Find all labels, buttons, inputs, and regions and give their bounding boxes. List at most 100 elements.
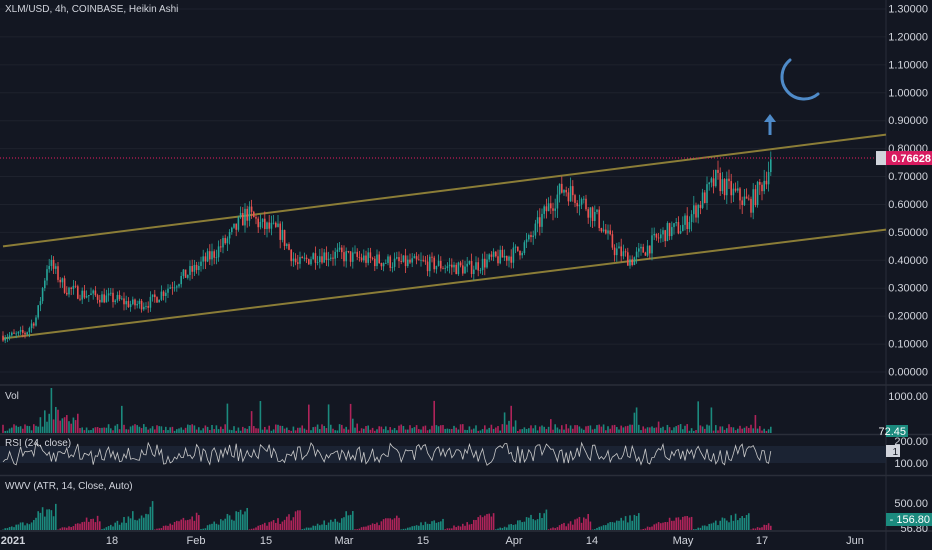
candle[interactable] <box>264 218 266 229</box>
candle[interactable] <box>325 252 328 260</box>
candle[interactable] <box>398 257 400 262</box>
candle[interactable] <box>8 335 11 338</box>
candle[interactable] <box>640 246 642 249</box>
candle[interactable] <box>572 186 574 196</box>
candle[interactable] <box>644 252 647 256</box>
candle[interactable] <box>90 293 92 296</box>
candle[interactable] <box>2 335 4 341</box>
candle[interactable] <box>275 222 277 227</box>
candle[interactable] <box>374 258 376 267</box>
candle[interactable] <box>136 304 138 306</box>
candle[interactable] <box>268 222 270 229</box>
candle[interactable] <box>761 184 763 192</box>
candle[interactable] <box>594 211 596 222</box>
candle[interactable] <box>393 258 396 267</box>
candle[interactable] <box>701 192 704 208</box>
candle[interactable] <box>473 269 475 274</box>
candle[interactable] <box>217 246 220 258</box>
candle[interactable] <box>270 222 273 229</box>
candle[interactable] <box>226 238 229 244</box>
current-price-tag[interactable] <box>886 151 932 166</box>
candle[interactable] <box>198 266 200 271</box>
candle[interactable] <box>675 222 677 224</box>
candle[interactable] <box>92 290 94 294</box>
candle[interactable] <box>492 251 495 257</box>
candle[interactable] <box>488 254 490 260</box>
candle[interactable] <box>517 246 519 251</box>
candle[interactable] <box>561 183 563 193</box>
candle[interactable] <box>618 246 620 249</box>
candle[interactable] <box>103 294 105 303</box>
candle[interactable] <box>57 266 59 280</box>
candle[interactable] <box>629 259 631 266</box>
candle[interactable] <box>426 261 429 272</box>
candle[interactable] <box>41 288 44 302</box>
candle[interactable] <box>286 244 288 246</box>
candle[interactable] <box>301 257 303 259</box>
candle[interactable] <box>162 291 165 296</box>
candle[interactable] <box>730 181 732 196</box>
candle[interactable] <box>334 251 336 259</box>
candle[interactable] <box>411 258 413 263</box>
candle[interactable] <box>470 261 473 274</box>
candle[interactable] <box>110 292 112 294</box>
candle[interactable] <box>338 247 341 250</box>
candle[interactable] <box>376 254 378 267</box>
candle[interactable] <box>37 305 39 318</box>
candle[interactable] <box>534 223 537 236</box>
candle[interactable] <box>385 262 387 264</box>
candle[interactable] <box>510 256 512 263</box>
candle[interactable] <box>312 253 314 260</box>
candle[interactable] <box>596 209 598 212</box>
candle[interactable] <box>437 260 440 266</box>
candle[interactable] <box>30 323 33 329</box>
candle[interactable] <box>455 264 457 275</box>
candle[interactable] <box>292 258 295 262</box>
candle[interactable] <box>607 230 609 234</box>
candle[interactable] <box>138 300 141 305</box>
candle[interactable] <box>484 258 486 268</box>
candle[interactable] <box>35 317 37 326</box>
candle[interactable] <box>171 287 174 289</box>
candle[interactable] <box>85 296 88 298</box>
candle[interactable] <box>539 217 541 227</box>
candle[interactable] <box>420 259 422 261</box>
candle[interactable] <box>83 290 86 298</box>
candle[interactable] <box>752 189 754 213</box>
candle[interactable] <box>290 249 292 262</box>
candle[interactable] <box>358 256 361 258</box>
candle[interactable] <box>440 260 442 269</box>
candle[interactable] <box>743 196 746 206</box>
candle[interactable] <box>39 301 42 306</box>
candle[interactable] <box>101 294 103 303</box>
candle[interactable] <box>222 237 224 248</box>
candle[interactable] <box>330 257 332 259</box>
candle[interactable] <box>686 215 688 230</box>
candle[interactable] <box>402 255 405 262</box>
candle[interactable] <box>664 230 666 242</box>
candle[interactable] <box>684 215 686 225</box>
candle[interactable] <box>413 256 416 259</box>
candle[interactable] <box>550 203 552 209</box>
candle[interactable] <box>521 253 523 256</box>
candle[interactable] <box>646 245 649 256</box>
candle[interactable] <box>193 264 196 272</box>
candle[interactable] <box>211 251 213 260</box>
candle[interactable] <box>239 213 242 218</box>
candle[interactable] <box>349 251 352 262</box>
candle[interactable] <box>323 252 325 263</box>
candle[interactable] <box>765 180 768 185</box>
candle[interactable] <box>657 237 660 239</box>
candle[interactable] <box>668 223 671 237</box>
candle[interactable] <box>314 253 317 263</box>
candle[interactable] <box>294 258 297 263</box>
candle[interactable] <box>327 258 330 260</box>
candle[interactable] <box>723 179 726 196</box>
candle[interactable] <box>167 288 169 293</box>
candle[interactable] <box>165 292 167 296</box>
candle[interactable] <box>435 265 438 270</box>
candle[interactable] <box>407 259 409 267</box>
candle[interactable] <box>569 186 572 202</box>
candle[interactable] <box>532 235 534 238</box>
candle[interactable] <box>233 223 235 228</box>
